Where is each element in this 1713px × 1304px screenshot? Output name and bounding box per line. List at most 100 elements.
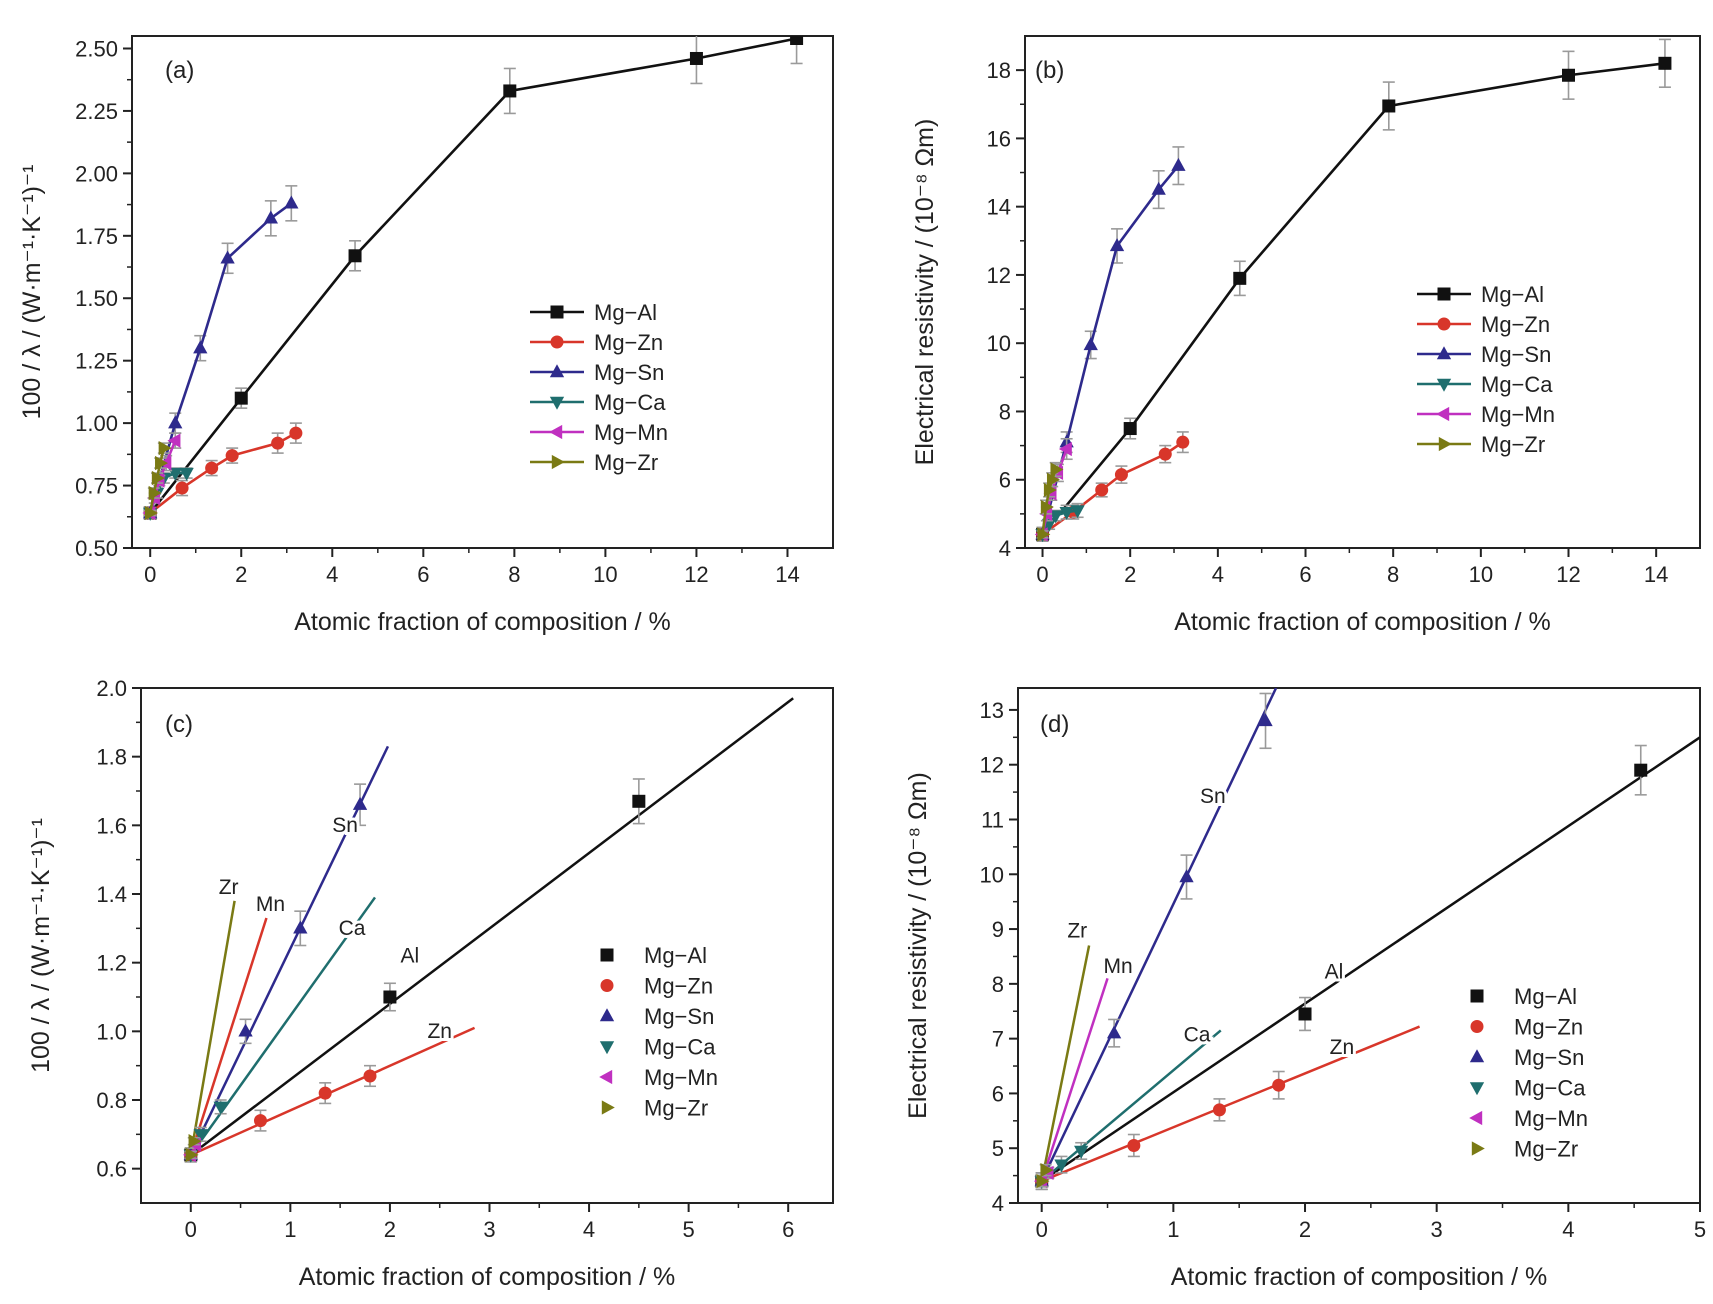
fit-line (189, 917, 268, 1156)
fit-line (189, 900, 236, 1156)
fit-line-label: Mn (256, 893, 285, 916)
legend-label: Mg−Zn (644, 974, 713, 999)
x-tick-label: 12 (684, 562, 708, 587)
x-tick-label: 14 (1644, 562, 1668, 587)
legend-label: Mg−Al (644, 943, 707, 968)
data-point (1272, 1078, 1286, 1092)
data-point (1058, 441, 1072, 457)
data-point (145, 505, 159, 521)
data-point (151, 470, 165, 486)
y-tick-label: 1.50 (75, 286, 118, 311)
fit-line-label: Zr (219, 876, 239, 899)
series-mg-al (1036, 38, 1672, 542)
fit-line-label: Zn (1330, 1036, 1355, 1059)
data-point (175, 481, 189, 495)
legend-label: Mg−Ca (1481, 372, 1553, 397)
data-point (168, 415, 183, 429)
data-point (1040, 499, 1054, 515)
series-mg-al (143, 36, 804, 520)
data-point (155, 455, 169, 471)
data-point (167, 433, 181, 448)
legend: Mg−Al Mg−Zn Mg−Sn Mg−Ca Mg−Mn Mg−Zr (1469, 984, 1588, 1162)
plot-area (1034, 38, 1672, 543)
data-point (253, 1114, 267, 1128)
x-tick-label: 5 (683, 1217, 695, 1242)
data-point (1127, 1138, 1141, 1152)
y-tick-label: 12 (987, 263, 1011, 288)
fit-line-label: Sn (1200, 785, 1226, 808)
data-point (1233, 271, 1247, 285)
y-tick-label: 2.25 (75, 99, 118, 124)
fit-line (1040, 945, 1091, 1182)
data-point (1158, 447, 1172, 461)
data-point (1298, 1007, 1312, 1021)
x-tick-label: 5 (1694, 1217, 1706, 1242)
fit-line-label: Mn (1103, 955, 1132, 978)
y-tick-label: 1.6 (96, 813, 127, 838)
fit-line-label: Al (1325, 960, 1344, 983)
plot-frame (1017, 687, 1701, 1204)
data-point (1114, 468, 1128, 482)
x-tick-label: 2 (1124, 562, 1136, 587)
fit-line-label: Zn (427, 1020, 452, 1043)
y-tick-label: 0.75 (75, 474, 118, 499)
y-tick-label: 8 (999, 399, 1011, 424)
legend: Mg−Al Mg−Zn Mg−Sn Mg−Ca Mg−Mn Mg−Zr (599, 943, 718, 1121)
x-axis-title: Atomic fraction of composition / % (1174, 608, 1551, 636)
legend-label: Mg−Zn (594, 330, 663, 355)
fit-line-label: Al (400, 945, 419, 968)
data-point (193, 1129, 208, 1143)
legend-marker (549, 396, 565, 410)
fit-line (189, 745, 390, 1156)
y-tick-label: 13 (980, 698, 1004, 723)
data-point (1634, 763, 1648, 777)
data-point (503, 84, 517, 98)
y-axis-title: Electrical resistivity / (10⁻⁸ Ωm) (904, 772, 932, 1119)
fit-line-label: Ca (339, 917, 366, 940)
y-tick-label: 1.4 (96, 882, 127, 907)
legend-marker (600, 979, 614, 992)
panel-label: (b) (1035, 57, 1064, 84)
legend-marker (599, 1069, 613, 1085)
legend-label: Mg−Zr (1481, 432, 1545, 457)
y-tick-label: 1.2 (96, 951, 127, 976)
x-tick-label: 0 (144, 562, 156, 587)
data-point (318, 1086, 332, 1100)
legend-marker (549, 364, 565, 378)
x-axis-title: Atomic fraction of composition / % (294, 608, 671, 636)
data-point (234, 391, 248, 405)
data-point (1658, 56, 1672, 70)
data-point (1179, 869, 1194, 883)
y-tick-label: 5 (992, 1136, 1004, 1161)
data-point (352, 796, 368, 810)
legend-label: Mg−Al (1481, 282, 1544, 307)
y-tick-label: 0.50 (75, 536, 118, 561)
legend-label: Mg−Ca (1514, 1076, 1586, 1101)
legend-marker (1438, 436, 1452, 452)
legend-label: Mg−Sn (644, 1004, 714, 1029)
fit-line (1041, 736, 1700, 1183)
data-point (1083, 337, 1098, 351)
y-tick-label: 10 (987, 331, 1011, 356)
legend-marker (1471, 1141, 1485, 1156)
y-tick-label: 10 (980, 862, 1004, 887)
data-point (363, 1069, 377, 1083)
legend-label: Mg−Zn (1481, 312, 1550, 337)
x-tick-label: 2 (1299, 1217, 1311, 1242)
y-tick-label: 1.0 (96, 1019, 127, 1044)
y-tick-label: 12 (980, 753, 1004, 778)
chart-b: 0 2 4 6 8 10 12 14 4 6 8 10 12 14 16 18 Atomic fraction … (911, 35, 1701, 636)
data-point (1070, 505, 1085, 519)
data-point (1037, 527, 1051, 542)
y-tick-label: 14 (987, 195, 1011, 220)
x-tick-label: 12 (1556, 562, 1580, 587)
fit-line (1040, 1029, 1222, 1183)
x-tick-label: 10 (593, 562, 617, 587)
x-tick-label: 6 (782, 1217, 794, 1242)
y-tick-label: 4 (999, 536, 1011, 561)
legend-label: Mg−Sn (1514, 1045, 1584, 1070)
fit-line (190, 1026, 476, 1157)
legend-marker (600, 948, 614, 962)
x-tick-label: 4 (1212, 562, 1224, 587)
data-point (1176, 435, 1190, 449)
